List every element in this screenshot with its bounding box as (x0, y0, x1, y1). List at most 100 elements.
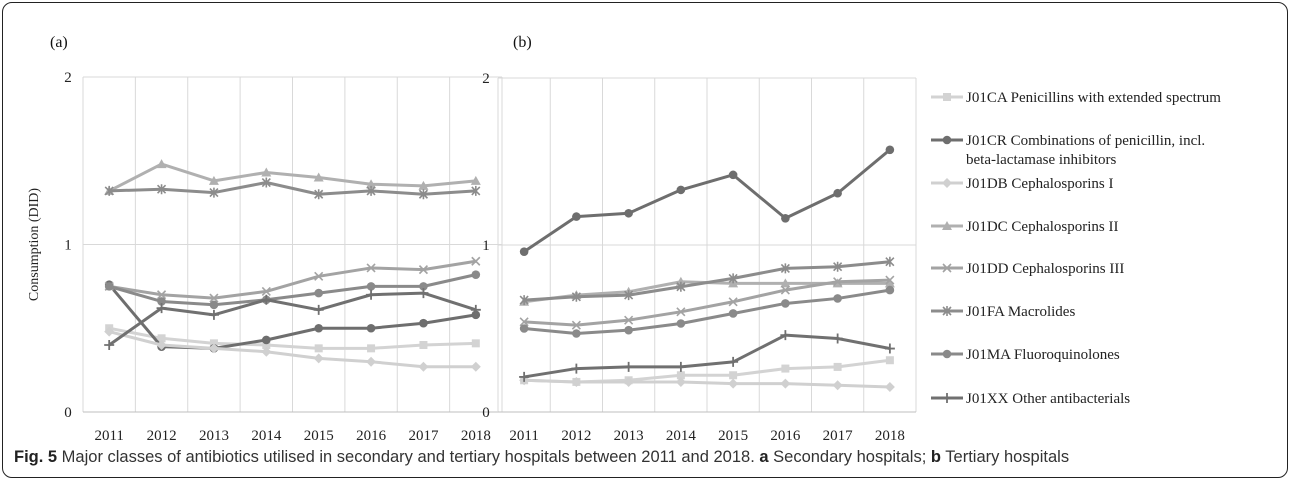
legend-item: J01DB Cephalosporins I (931, 176, 1114, 192)
series-line (108, 273, 477, 307)
data-point (470, 304, 481, 315)
legend-marker (943, 93, 951, 101)
x-tick-label: 2015 (718, 428, 748, 444)
data-point (519, 317, 529, 327)
data-point (519, 371, 530, 382)
data-point (471, 270, 481, 279)
data-point (314, 189, 324, 200)
series-6 (519, 256, 895, 306)
legend-label: J01DD Cephalosporins III (966, 261, 1124, 277)
data-point (885, 145, 895, 155)
data-point (419, 341, 428, 349)
data-point (261, 294, 272, 305)
legend-item: J01FA Macrolides (931, 304, 1075, 320)
caption-text-2: Secondary hospitals; (768, 448, 931, 466)
data-point (209, 293, 219, 303)
legend-label: J01DC Cephalosporins II (966, 219, 1119, 235)
data-point (624, 325, 633, 335)
y-tick-label: 0 (64, 405, 72, 421)
data-point (780, 263, 790, 274)
data-point (884, 278, 895, 288)
legend-label: J01CR Combinations of penicillin, incl. b… (966, 133, 1205, 168)
series-line (108, 259, 477, 300)
series-line (524, 278, 890, 327)
chart-panel-b: (b) 0 1 2 2011 2012 2013 2014 2015 2016 2017 2018 (482, 34, 917, 444)
data-point (780, 278, 791, 288)
data-point (833, 188, 842, 198)
legend-label: J01FA Macrolides (966, 304, 1075, 320)
data-point (157, 334, 166, 343)
series-line (109, 181, 476, 196)
series-line (108, 326, 476, 350)
legend-marker (942, 221, 952, 230)
y-tick-label: 1 (482, 238, 490, 254)
legend-item: J01MA Fluoroquinolones (931, 347, 1120, 363)
data-point (676, 307, 686, 317)
data-point (470, 175, 481, 185)
data-point (884, 343, 895, 354)
caption-text-3: Tertiary hospitals (940, 448, 1070, 466)
y-tick-label: 1 (64, 238, 72, 254)
data-point (314, 323, 323, 333)
series-3 (104, 326, 481, 372)
data-point (780, 285, 790, 295)
data-point (780, 330, 791, 341)
series-8 (519, 330, 895, 382)
y-tick-label: 2 (482, 71, 490, 87)
series-line (108, 330, 476, 369)
data-point (781, 364, 790, 373)
data-point (366, 282, 376, 291)
data-point (262, 341, 271, 349)
data-point (571, 291, 581, 302)
legend-label: J01CA Penicillins with extended spectrum (966, 90, 1221, 106)
data-point (571, 363, 582, 374)
data-point (781, 213, 790, 223)
series-line (108, 291, 477, 347)
x-tick-label: 2017 (408, 428, 439, 444)
data-point (471, 256, 481, 266)
data-point (519, 324, 529, 333)
data-point (314, 271, 324, 281)
x-tick-label: 2018 (461, 428, 491, 444)
data-point (624, 208, 633, 218)
data-point (676, 281, 686, 292)
x-tick-label: 2016 (770, 428, 801, 444)
data-point (366, 289, 377, 300)
data-point (209, 339, 218, 348)
legend-label: J01MA Fluoroquinolones (966, 347, 1120, 363)
data-point (623, 361, 634, 372)
data-point (624, 315, 634, 325)
data-point (885, 275, 895, 285)
data-point (156, 290, 167, 300)
data-point (367, 344, 376, 353)
data-point (885, 256, 895, 267)
legend-item: J01CA Penicillins with extended spectrum (931, 90, 1221, 106)
data-point (208, 175, 219, 185)
data-point (729, 371, 738, 380)
legend-item: J01DD Cephalosporins III (931, 261, 1124, 277)
legend-item: J01DC Cephalosporins II (931, 219, 1119, 235)
legend-item: J01XX Other antibacterials (931, 391, 1130, 407)
data-point (781, 299, 790, 308)
data-point (419, 318, 428, 328)
series-line (523, 288, 891, 336)
data-point (676, 319, 686, 328)
data-point (780, 378, 791, 389)
chart-panel-a: (a) 0 1 2 2011 2012 2013 2014 2015 2016 2017 2018 Co… (27, 34, 503, 444)
series-line (523, 333, 891, 379)
caption-panel-b: b (930, 448, 941, 466)
x-tick-label: 2011 (509, 428, 538, 444)
data-point (208, 343, 219, 354)
legend-marker (942, 306, 952, 316)
data-point (571, 320, 581, 330)
data-point (156, 184, 167, 195)
x-tick-label: 2016 (356, 428, 387, 444)
x-tick-label: 2014 (666, 428, 697, 444)
legend: J01CA Penicillins with extended spectrum… (931, 90, 1221, 407)
data-point (313, 304, 324, 315)
data-point (418, 265, 429, 275)
x-tick-label: 2018 (875, 428, 905, 444)
data-point (366, 179, 377, 189)
data-point (572, 212, 581, 221)
data-point (156, 303, 167, 314)
